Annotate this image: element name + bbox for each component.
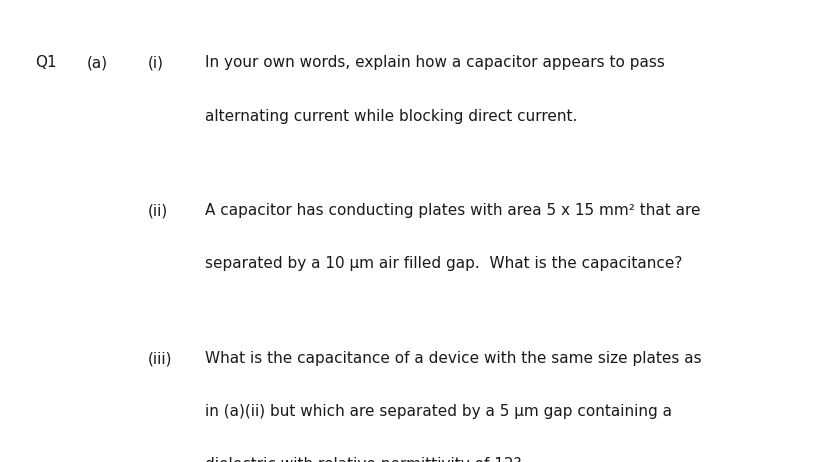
Text: alternating current while blocking direct current.: alternating current while blocking direc… [205,109,577,123]
Text: A capacitor has conducting plates with area 5 x 15 mm² that are: A capacitor has conducting plates with a… [205,203,700,218]
Text: Q1: Q1 [35,55,56,70]
Text: In your own words, explain how a capacitor appears to pass: In your own words, explain how a capacit… [205,55,664,70]
Text: (iii): (iii) [147,351,172,366]
Text: (i): (i) [147,55,163,70]
Text: What is the capacitance of a device with the same size plates as: What is the capacitance of a device with… [205,351,701,366]
Text: (a): (a) [87,55,108,70]
Text: separated by a 10 μm air filled gap.  What is the capacitance?: separated by a 10 μm air filled gap. Wha… [205,256,682,271]
Text: dielectric with relative permittivity of 12?: dielectric with relative permittivity of… [205,457,521,462]
Text: (ii): (ii) [147,203,167,218]
Text: in (a)(ii) but which are separated by a 5 μm gap containing a: in (a)(ii) but which are separated by a … [205,404,672,419]
